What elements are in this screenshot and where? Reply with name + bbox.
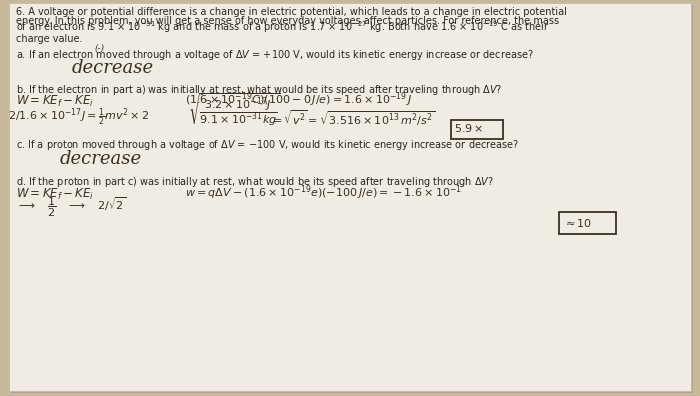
Text: $W= KE_f - KE_i$: $W= KE_f - KE_i$ xyxy=(16,187,94,202)
Text: a. If an electron moved through a voltage of $\Delta V$ = +100 V, would its kine: a. If an electron moved through a voltag… xyxy=(16,48,534,62)
Text: $=\sqrt{v^2} = \sqrt{3.516\times10^{13}\,m^2/s^2}$: $=\sqrt{v^2} = \sqrt{3.516\times10^{13}\… xyxy=(270,109,435,128)
FancyBboxPatch shape xyxy=(9,3,691,391)
Text: $5.9\times$: $5.9\times$ xyxy=(454,122,484,134)
Text: $\sqrt{\dfrac{3.2\times10^{-17}J}{9.1\times10^{-31}kg}}$: $\sqrt{\dfrac{3.2\times10^{-17}J}{9.1\ti… xyxy=(188,91,281,128)
Text: decrease: decrease xyxy=(60,150,142,168)
Text: c. If a proton moved through a voltage of $\Delta V$ = $-$100 V, would its kinet: c. If a proton moved through a voltage o… xyxy=(16,138,519,152)
Text: 6. A voltage or potential difference is a change in electric potential, which le: 6. A voltage or potential difference is … xyxy=(16,7,567,17)
Text: $\longrightarrow \quad \dfrac{1}{2} \quad \longrightarrow \quad 2/\sqrt{2}$: $\longrightarrow \quad \dfrac{1}{2} \qua… xyxy=(16,196,126,219)
Text: charge value.: charge value. xyxy=(16,34,83,44)
Text: $(1.6\times10^{-19}C)(100-0\,J/e) = 1.6\times10^{-19}\,J$: $(1.6\times10^{-19}C)(100-0\,J/e) = 1.6\… xyxy=(185,90,413,109)
Text: $W= KE_f - KE_i$: $W= KE_f - KE_i$ xyxy=(16,94,94,109)
FancyBboxPatch shape xyxy=(11,5,693,393)
Text: $w=q\Delta V-(1.6\times10^{-19}e)(-100\,J/e) = -1.6\times10^{-1}$: $w=q\Delta V-(1.6\times10^{-19}e)(-100\,… xyxy=(185,183,462,202)
Text: (-): (-) xyxy=(95,44,105,53)
Text: of an electron is 9.1 × 10$^{-31}$ kg and the mass of a proton is 1.7 × 10$^{-27: of an electron is 9.1 × 10$^{-31}$ kg an… xyxy=(16,19,549,35)
Text: b. If the electron in part a) was initially at rest, what would be its speed aft: b. If the electron in part a) was initia… xyxy=(16,83,503,97)
Text: d. If the proton in part c) was initially at rest, what would be its speed after: d. If the proton in part c) was initiall… xyxy=(16,175,494,189)
Text: $\approx 10$: $\approx 10$ xyxy=(563,217,592,229)
Text: $2/1.6\times10^{-17}J = \frac{1}{2}mv^2 \times 2$: $2/1.6\times10^{-17}J = \frac{1}{2}mv^2 … xyxy=(8,107,149,128)
Text: energy. In this problem, you will get a sense of how everyday voltages affect pa: energy. In this problem, you will get a … xyxy=(16,16,559,26)
Text: decrease: decrease xyxy=(72,59,154,77)
